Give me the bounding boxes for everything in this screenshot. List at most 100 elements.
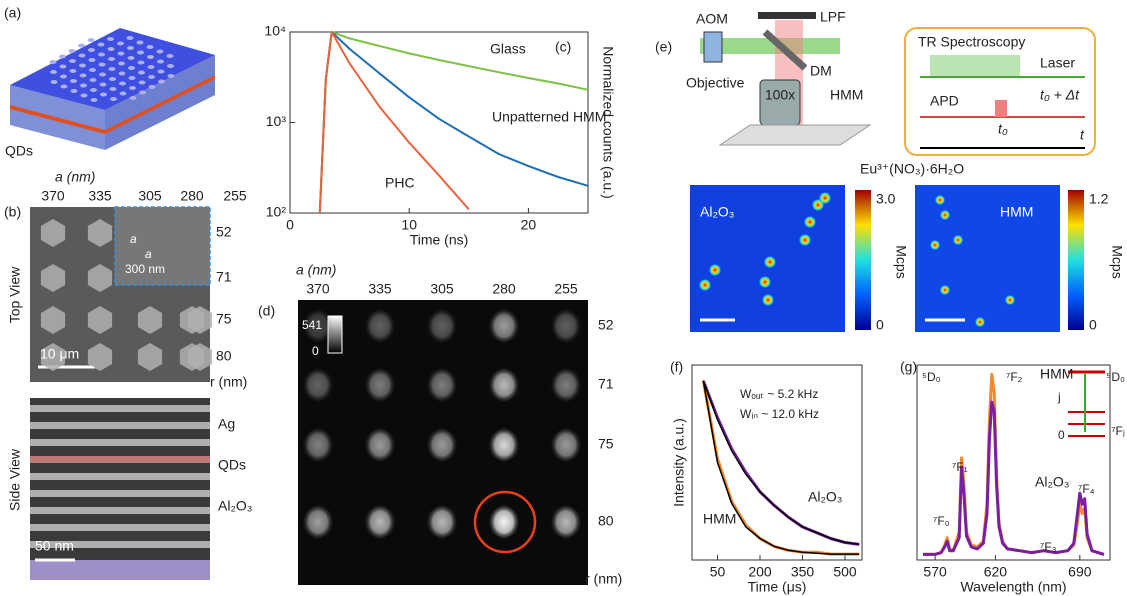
series-line (702, 380, 860, 546)
hole (118, 61, 125, 66)
hole (147, 65, 155, 69)
colorbar (855, 190, 871, 330)
x-tick-label: 200 (748, 564, 772, 580)
laser-beam (700, 38, 840, 54)
colorbar-label: 3.0 (876, 191, 896, 207)
panel-label: (b) (4, 204, 21, 220)
hexagon (87, 306, 113, 334)
annotation: ⁷F₃ (1040, 540, 1057, 554)
tr-title: TR Spectroscopy (918, 34, 1025, 50)
hole (166, 54, 174, 58)
hole (119, 91, 127, 96)
annotation: ⁷F₀ (933, 514, 950, 528)
tick-label: 80 (598, 513, 614, 529)
panel-label: (d) (258, 303, 275, 319)
plot-frame (916, 364, 1111, 561)
hole (98, 62, 106, 67)
map-spot (819, 192, 831, 204)
x-axis-label: Wavelength (nm) (960, 579, 1066, 595)
layer-stripe (30, 456, 210, 463)
hmm-sample (718, 124, 872, 146)
y-tick-label: 10² (266, 204, 287, 220)
annotation: ⁷F₁ (952, 460, 968, 474)
label: a (130, 232, 137, 246)
hole (69, 69, 77, 73)
setup-label: 100x (765, 87, 795, 103)
x-tick-label: 0 (286, 217, 294, 233)
view-label: Top View (7, 266, 23, 323)
setup-label: HMM (830, 87, 863, 103)
colorbar (1068, 190, 1084, 330)
series-label: Al₂O₃ (1035, 474, 1069, 490)
pl-hexagon (550, 427, 582, 463)
series-label: HMM (1040, 366, 1073, 382)
layer-stripe (30, 541, 210, 548)
texts: (a) (b) (c) (d) (e) (f) (g) QDs a (nm) 3… (4, 5, 1125, 587)
hexagon (87, 343, 113, 371)
hexagon (40, 306, 66, 334)
setup-label: AOM (696, 11, 728, 27)
hole (59, 64, 67, 69)
y-axis-label: Normalized counts (a.u.) (600, 46, 616, 199)
hexagon (187, 343, 213, 371)
hole (119, 81, 126, 86)
hole (90, 88, 97, 92)
series-line (318, 31, 470, 214)
tr-label: Laser (1040, 55, 1075, 71)
axis-label: a (nm) (55, 169, 95, 185)
setup-label: Objective (686, 75, 745, 91)
tr-label: APD (930, 93, 959, 109)
tr-label: t₀ + Δt (1040, 87, 1080, 103)
hole (109, 87, 117, 91)
map-spot (935, 195, 945, 205)
hexagon (40, 219, 66, 247)
hole (98, 52, 105, 57)
annotation: Wₒᵤₜ ~ 5.2 kHz (740, 387, 818, 401)
substrate (30, 560, 210, 580)
pl-hexagon (488, 504, 520, 540)
hole (88, 48, 95, 52)
layer-label: Ag (218, 416, 235, 432)
hole (88, 58, 96, 62)
x-tick-label: 690 (1068, 564, 1092, 580)
label: a (145, 247, 152, 261)
hole (157, 69, 165, 74)
hole (78, 53, 86, 58)
hole (117, 41, 124, 46)
panel-label: (c) (555, 39, 571, 55)
sem-inset (114, 206, 211, 286)
hole (100, 92, 107, 97)
hexagon (40, 343, 66, 371)
pl-hexagon (550, 504, 582, 540)
tr-label: t₀ (998, 121, 1008, 137)
hole (108, 57, 115, 61)
tick-label: 305 (430, 281, 454, 297)
setup-label: LPF (820, 9, 846, 25)
map-spot (930, 240, 940, 250)
hexagon (87, 219, 113, 247)
hole (117, 51, 125, 56)
hexagon (40, 264, 66, 292)
tick-label: 80 (216, 348, 232, 364)
pl-hexagon (488, 308, 520, 344)
hole (139, 90, 146, 95)
hole (118, 71, 126, 76)
pl-hexagon (426, 308, 458, 344)
hole (148, 75, 155, 79)
hexagon (187, 306, 213, 334)
y-tick-label: 10⁴ (264, 23, 286, 39)
hole (79, 63, 86, 68)
map-spot (799, 234, 811, 246)
hole (59, 54, 66, 59)
hole (80, 93, 88, 98)
hole (68, 49, 76, 53)
hole (107, 37, 114, 41)
plot-frame (691, 364, 863, 561)
annotation: ⁷F₂ (1006, 370, 1023, 384)
pl-hexagon (426, 367, 458, 403)
map-spot (1005, 295, 1015, 305)
tick-label: 71 (216, 269, 232, 285)
layer-label: Al₂O₃ (218, 498, 252, 514)
hole (109, 77, 116, 81)
map-hmm (915, 185, 1060, 332)
